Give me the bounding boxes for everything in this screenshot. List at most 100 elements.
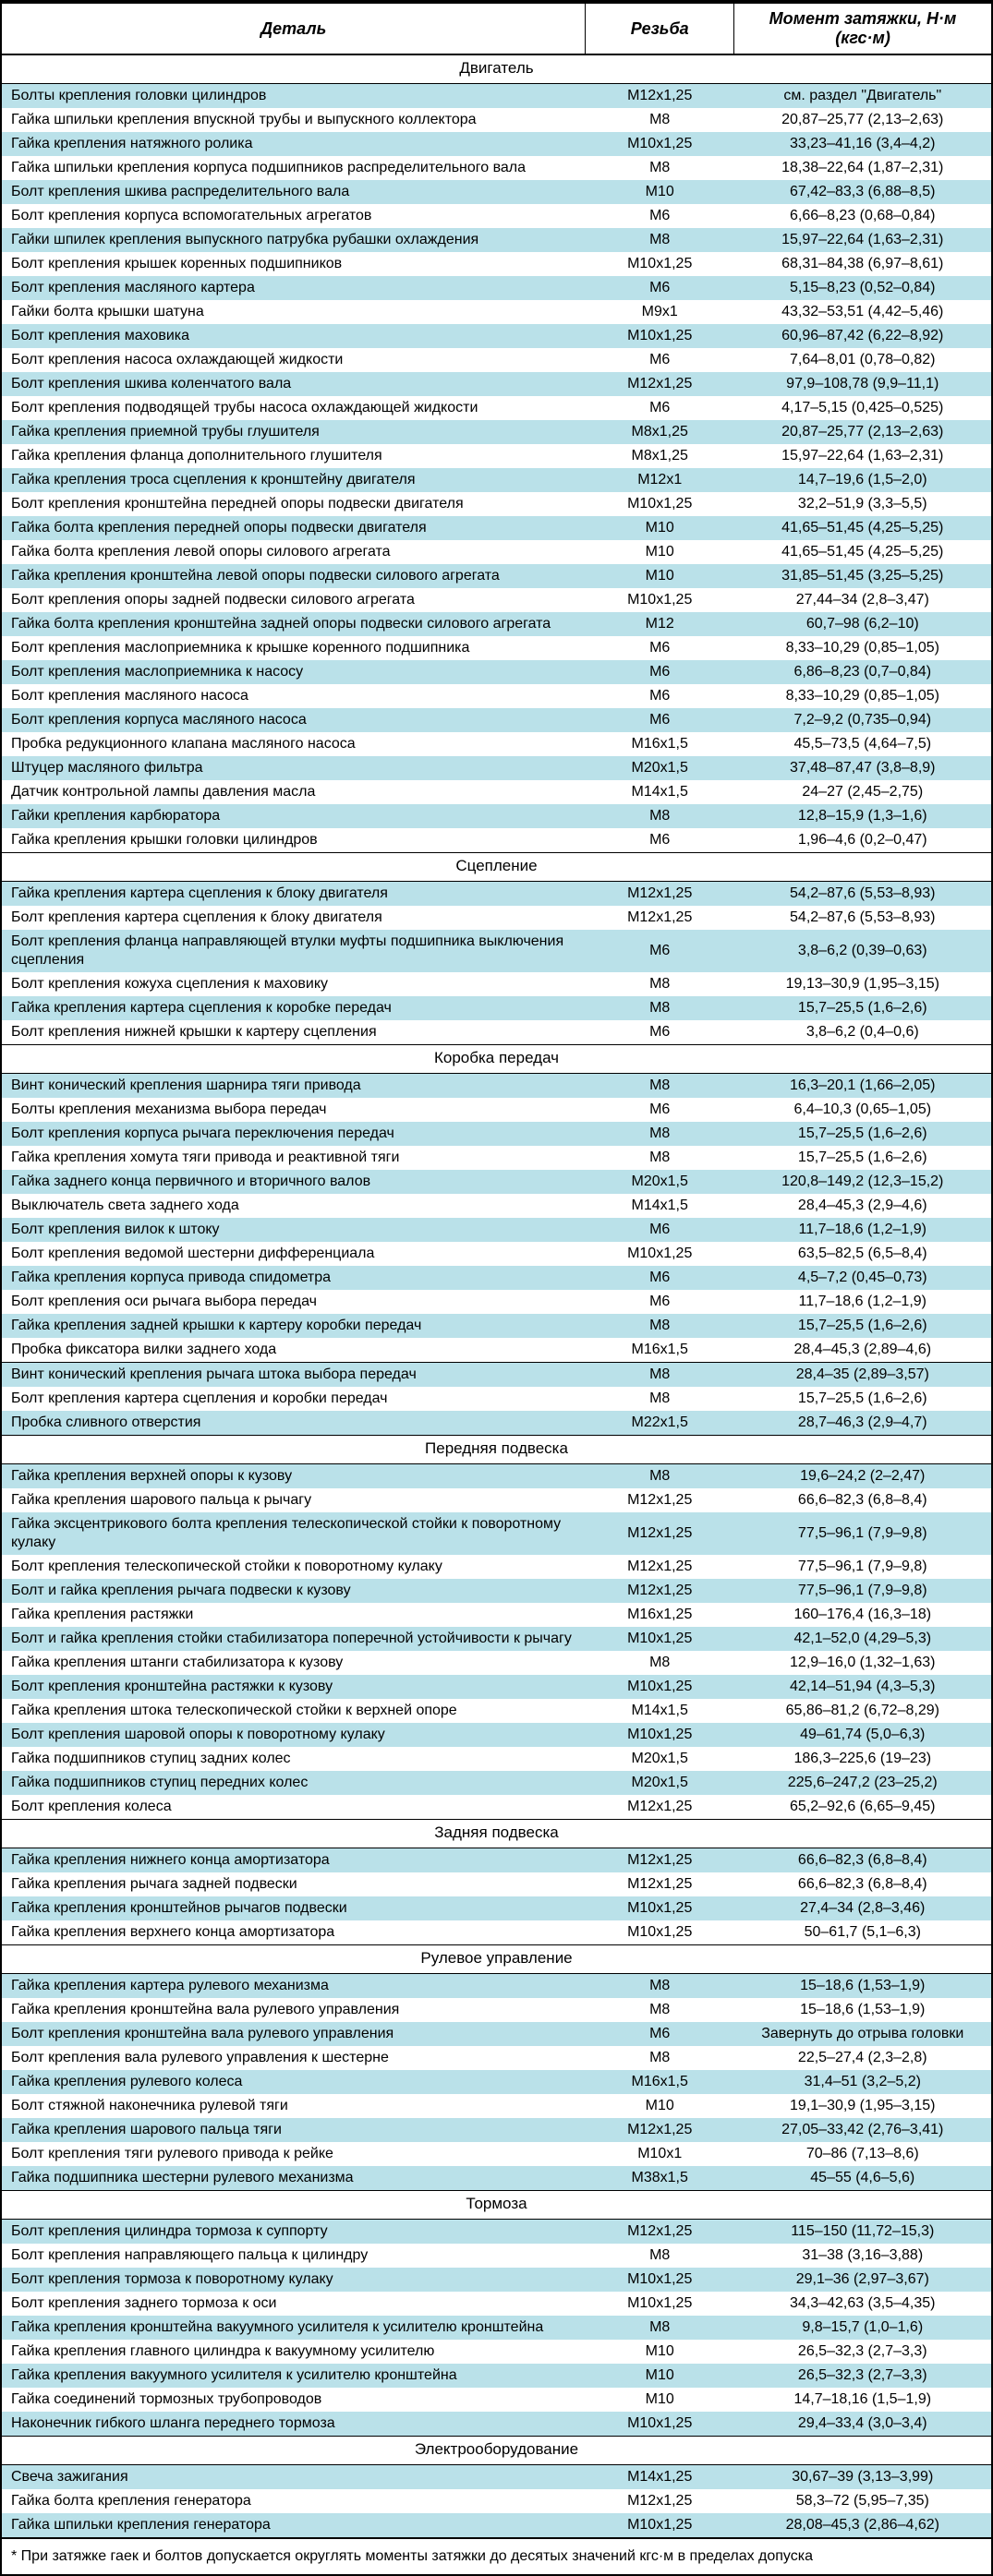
cell-torque: 14,7–18,16 (1,5–1,9) [734, 2388, 991, 2412]
table-row: Болт крепления шкива коленчатого валаМ12… [2, 372, 991, 396]
cell-torque: 12,8–15,9 (1,3–1,6) [734, 804, 991, 828]
cell-thread: М6 [586, 1218, 734, 1242]
table-row: Гайка крепления нижнего конца амортизато… [2, 1848, 991, 1873]
section-header: Коробка передач [2, 1045, 991, 1074]
table-row: Гайки крепления карбюратораМ812,8–15,9 (… [2, 804, 991, 828]
table-row: Гайка крепления корпуса привода спидомет… [2, 1266, 991, 1290]
cell-thread: М12x1,25 [586, 2489, 734, 2513]
cell-torque: 66,6–82,3 (6,8–8,4) [734, 1848, 991, 1873]
cell-detail: Гайка заднего конца первичного и вторичн… [2, 1170, 586, 1194]
cell-thread: М12x1,25 [586, 1848, 734, 1873]
cell-torque: 77,5–96,1 (7,9–9,8) [734, 1512, 991, 1555]
cell-thread: М12x1,25 [586, 2220, 734, 2245]
cell-detail: Гайка крепления фланца дополнительного г… [2, 444, 586, 468]
cell-detail: Болт крепления маслоприемника к крышке к… [2, 636, 586, 660]
table-row: Болт крепления вала рулевого управления … [2, 2046, 991, 2070]
cell-thread: М14x1,5 [586, 1194, 734, 1218]
footnote: * При затяжке гаек и болтов допускается … [2, 2538, 991, 2574]
table-row: Болты крепления головки цилиндровМ12x1,2… [2, 84, 991, 109]
table-row: Болт крепления картера сцепления и короб… [2, 1387, 991, 1411]
cell-detail: Болт крепления кожуха сцепления к махови… [2, 972, 586, 996]
cell-thread: М8 [586, 2244, 734, 2268]
cell-detail: Гайка крепления штока телескопической ст… [2, 1699, 586, 1723]
cell-thread: М9x1 [586, 300, 734, 324]
cell-torque: 24–27 (2,45–2,75) [734, 780, 991, 804]
cell-detail: Болт крепления корпуса вспомогательных а… [2, 204, 586, 228]
cell-thread: М10x1,25 [586, 1896, 734, 1920]
table-row: Болт крепления масляного картераМ65,15–8… [2, 276, 991, 300]
table-row: Пробка фиксатора вилки заднего ходаМ16x1… [2, 1338, 991, 1363]
header-row: Деталь Резьба Момент затяжки, Н·м (кгс·м… [2, 3, 991, 54]
cell-torque: 7,64–8,01 (0,78–0,82) [734, 348, 991, 372]
table-row: Гайка крепления крышки головки цилиндров… [2, 828, 991, 853]
cell-torque: 15,7–25,5 (1,6–2,6) [734, 996, 991, 1020]
cell-thread: М10 [586, 2364, 734, 2388]
cell-detail: Гайка крепления крышки головки цилиндров [2, 828, 586, 853]
cell-detail: Гайка болта крепления генератора [2, 2489, 586, 2513]
cell-thread: М16x1,5 [586, 732, 734, 756]
cell-torque: 65,86–81,2 (6,72–8,29) [734, 1699, 991, 1723]
table-row: Болт крепления опоры задней подвески сил… [2, 588, 991, 612]
cell-torque: 1,96–4,6 (0,2–0,47) [734, 828, 991, 853]
cell-detail: Болт крепления колеса [2, 1795, 586, 1820]
table-row: Гайка шпильки крепления генератораМ10x1,… [2, 2513, 991, 2538]
cell-torque: 66,6–82,3 (6,8–8,4) [734, 1872, 991, 1896]
cell-torque: 45–55 (4,6–5,6) [734, 2166, 991, 2191]
table-row: Гайка крепления кронштейна вала рулевого… [2, 1998, 991, 2022]
table-row: Гайка крепления приемной трубы глушителя… [2, 420, 991, 444]
cell-detail: Гайка крепления кронштейна вала рулевого… [2, 1998, 586, 2022]
cell-detail: Болт крепления тяги рулевого привода к р… [2, 2142, 586, 2166]
cell-detail: Пробка сливного отверстия [2, 1411, 586, 1436]
cell-detail: Гайка шпильки крепления корпуса подшипни… [2, 156, 586, 180]
cell-detail: Болт крепления шаровой опоры к поворотно… [2, 1723, 586, 1747]
cell-detail: Гайка крепления троса сцепления к кроншт… [2, 468, 586, 492]
cell-detail: Болт крепления насоса охлаждающей жидкос… [2, 348, 586, 372]
cell-detail: Болт крепления телескопической стойки к … [2, 1555, 586, 1579]
cell-torque: 70–86 (7,13–8,6) [734, 2142, 991, 2166]
cell-torque: 26,5–32,3 (2,7–3,3) [734, 2364, 991, 2388]
table-row: Болт крепления вилок к штокуМ611,7–18,6 … [2, 1218, 991, 1242]
cell-thread: М10 [586, 2340, 734, 2364]
cell-thread: М8 [586, 2316, 734, 2340]
cell-thread: М20x1,5 [586, 1771, 734, 1795]
table-row: Наконечник гибкого шланга переднего торм… [2, 2412, 991, 2437]
cell-detail: Гайка крепления верхнего конца амортизат… [2, 1920, 586, 1945]
cell-torque: 68,31–84,38 (6,97–8,61) [734, 252, 991, 276]
header-torque: Момент затяжки, Н·м (кгс·м) [734, 3, 991, 54]
cell-thread: М10x1,25 [586, 2412, 734, 2437]
cell-torque: 63,5–82,5 (6,5–8,4) [734, 1242, 991, 1266]
cell-detail: Выключатель света заднего хода [2, 1194, 586, 1218]
table-row: Гайка крепления штока телескопической ст… [2, 1699, 991, 1723]
cell-thread: М6 [586, 1020, 734, 1045]
cell-thread: М20x1,5 [586, 1170, 734, 1194]
cell-detail: Болт крепления направляющего пальца к ци… [2, 2244, 586, 2268]
cell-thread: М14x1,5 [586, 1699, 734, 1723]
cell-thread: М10x1,25 [586, 492, 734, 516]
section-header: Сцепление [2, 853, 991, 882]
cell-thread: М10x1,25 [586, 2268, 734, 2292]
table-row: Гайка крепления рулевого колесаМ16x1,531… [2, 2070, 991, 2094]
cell-thread: М8 [586, 996, 734, 1020]
cell-thread: М12 [586, 612, 734, 636]
cell-torque: 31,85–51,45 (3,25–5,25) [734, 564, 991, 588]
cell-torque: 186,3–225,6 (19–23) [734, 1747, 991, 1771]
cell-detail: Болт и гайка крепления стойки стабилизат… [2, 1627, 586, 1651]
cell-torque: 32,2–51,9 (3,3–5,5) [734, 492, 991, 516]
cell-torque: 3,8–6,2 (0,39–0,63) [734, 930, 991, 972]
cell-thread: М8 [586, 1387, 734, 1411]
cell-torque: 67,42–83,3 (6,88–8,5) [734, 180, 991, 204]
table-row: Гайка крепления шарового пальца тягиМ12x… [2, 2118, 991, 2142]
cell-torque: 120,8–149,2 (12,3–15,2) [734, 1170, 991, 1194]
cell-torque: 15,97–22,64 (1,63–2,31) [734, 444, 991, 468]
cell-thread: М10x1 [586, 2142, 734, 2166]
cell-thread: М6 [586, 708, 734, 732]
cell-torque: 29,1–36 (2,97–3,67) [734, 2268, 991, 2292]
cell-thread: М8 [586, 1363, 734, 1388]
cell-thread: М12x1 [586, 468, 734, 492]
cell-detail: Пробка фиксатора вилки заднего хода [2, 1338, 586, 1363]
cell-thread: М6 [586, 348, 734, 372]
cell-detail: Гайка крепления верхней опоры к кузову [2, 1464, 586, 1489]
table-row: Болт крепления фланца направляющей втулк… [2, 930, 991, 972]
table-row: Гайка крепления вакуумного усилителя к у… [2, 2364, 991, 2388]
cell-thread: М8 [586, 1074, 734, 1099]
